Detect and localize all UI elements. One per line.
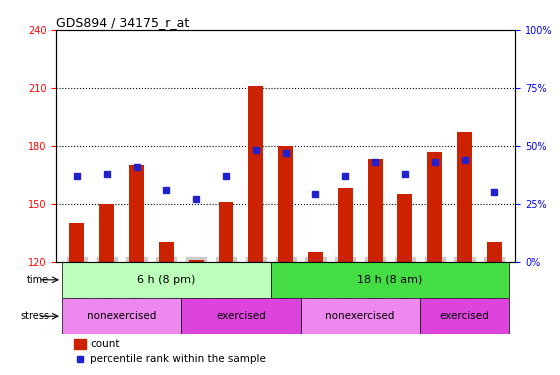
- Bar: [427, 152, 442, 262]
- Text: exercised: exercised: [440, 311, 489, 321]
- Text: exercised: exercised: [216, 311, 266, 321]
- Bar: [457, 132, 472, 262]
- FancyBboxPatch shape: [420, 298, 509, 334]
- Text: 18 h (8 am): 18 h (8 am): [357, 275, 423, 285]
- Text: stress: stress: [20, 311, 49, 321]
- Bar: [248, 86, 263, 262]
- Bar: [398, 194, 412, 262]
- Bar: [278, 146, 293, 262]
- Bar: [367, 159, 382, 262]
- Bar: [69, 223, 85, 262]
- Bar: [308, 252, 323, 262]
- FancyBboxPatch shape: [181, 298, 301, 334]
- Text: count: count: [91, 339, 120, 350]
- FancyBboxPatch shape: [270, 262, 509, 298]
- Text: time: time: [27, 275, 49, 285]
- Bar: [99, 204, 114, 262]
- Bar: [189, 260, 204, 262]
- Bar: [218, 202, 234, 262]
- FancyBboxPatch shape: [301, 298, 420, 334]
- Text: 6 h (8 pm): 6 h (8 pm): [137, 275, 195, 285]
- Bar: [129, 165, 144, 262]
- Bar: [159, 242, 174, 262]
- Bar: [74, 339, 86, 349]
- Text: nonexercised: nonexercised: [325, 311, 395, 321]
- Bar: [338, 188, 353, 262]
- Text: percentile rank within the sample: percentile rank within the sample: [91, 354, 267, 364]
- FancyBboxPatch shape: [62, 298, 181, 334]
- Text: nonexercised: nonexercised: [87, 311, 156, 321]
- FancyBboxPatch shape: [62, 262, 270, 298]
- Text: GDS894 / 34175_r_at: GDS894 / 34175_r_at: [56, 16, 189, 29]
- Bar: [487, 242, 502, 262]
